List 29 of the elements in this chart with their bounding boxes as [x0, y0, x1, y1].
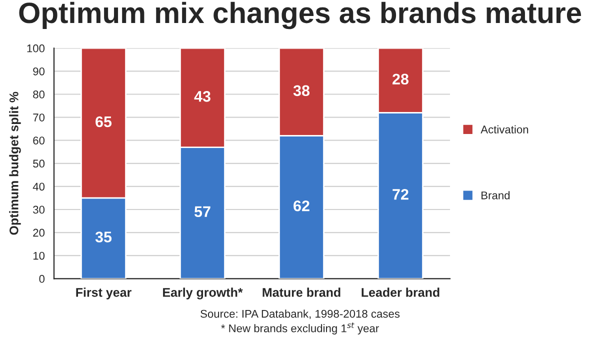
data-label: 57 [194, 206, 210, 218]
x-tick-label: First year [76, 288, 132, 300]
y-tick-label: 60 [33, 136, 45, 144]
y-tick-label: 30 [33, 206, 45, 214]
x-tick-label: Mature brand [262, 288, 340, 297]
text: * New brands excluding 1$^{st}$ year [221, 322, 379, 334]
y-axis-title: Optimum budget split % [9, 92, 21, 235]
data-label: 43 [194, 90, 210, 102]
data-label: 72 [392, 188, 408, 200]
y-tick-label: 50 [33, 160, 45, 168]
source-note: Source: IPA Databank, 1998-2018 cases [200, 310, 400, 320]
y-tick-label: 10 [33, 252, 45, 260]
y-tick-label: 0 [39, 274, 45, 283]
legend-label: Brand [482, 191, 510, 200]
chart-title: Optimum mix changes as brands mature [19, 2, 582, 30]
data-label: 65 [96, 116, 112, 128]
x-tick-label: Leader brand [362, 288, 440, 297]
data-label: 38 [293, 85, 310, 96]
data-label: 35 [95, 232, 112, 242]
data-label: 62 [294, 200, 310, 212]
y-tick-label: 100 [27, 44, 45, 52]
legend-label: Activation [480, 125, 528, 134]
data-label: 28 [392, 74, 409, 85]
y-tick-label: 20 [33, 228, 45, 237]
y-tick-label: 90 [33, 67, 45, 76]
y-tick-label: 80 [33, 90, 45, 98]
y-tick-label: 70 [33, 114, 45, 122]
x-tick-label: Early growth* [163, 288, 243, 300]
y-tick-label: 40 [32, 182, 45, 191]
